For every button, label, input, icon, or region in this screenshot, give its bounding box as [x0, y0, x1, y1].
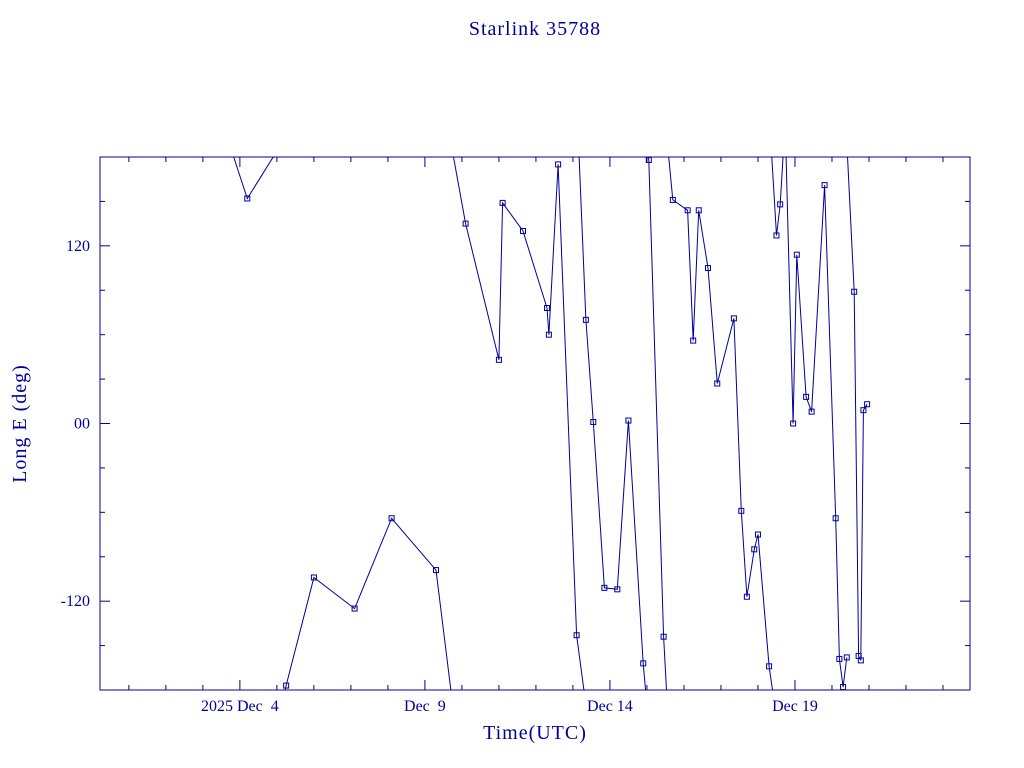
data-point-marker [690, 337, 697, 344]
data-point-marker [283, 682, 290, 689]
data-point-marker [601, 584, 608, 591]
data-point-marker [351, 605, 358, 612]
data-point-marker [766, 663, 773, 670]
data-point-marker [310, 574, 317, 581]
data-series-line [284, 517, 452, 690]
data-point-marker [836, 655, 843, 662]
data-series-line [452, 157, 585, 690]
data-point-marker [590, 419, 597, 426]
data-point-marker [388, 515, 395, 522]
data-point-marker [751, 546, 758, 553]
data-point-marker [545, 331, 552, 338]
data-point-marker [851, 288, 858, 295]
data-point-marker [555, 161, 562, 168]
axes-frame [99, 156, 971, 691]
x-axis-tick-label: Dec 14 [587, 698, 633, 715]
data-point-marker [244, 195, 251, 202]
x-axis-tick-label: Dec 9 [404, 698, 446, 715]
data-point-marker [790, 420, 797, 427]
data-point-marker [793, 251, 800, 258]
data-point-marker [519, 228, 526, 235]
data-point-marker [821, 182, 828, 189]
y-axis-title: Long E (deg) [8, 364, 31, 483]
data-point-marker [714, 380, 721, 387]
data-point-marker [669, 196, 676, 203]
data-point-marker [660, 633, 667, 640]
data-point-marker [864, 401, 871, 408]
data-point-marker [860, 407, 867, 414]
data-point-marker [832, 515, 839, 522]
data-series-line [847, 157, 868, 661]
data-point-marker [857, 657, 864, 664]
data-point-marker [777, 201, 784, 208]
data-series-line [233, 157, 274, 200]
data-point-marker [754, 531, 761, 538]
data-point-marker [640, 660, 647, 667]
data-point-marker [743, 593, 750, 600]
data-point-marker [705, 265, 712, 272]
data-point-marker [738, 507, 745, 514]
data-point-marker [462, 220, 469, 227]
data-point-marker [684, 207, 691, 214]
y-axis-tick-label: 00 [74, 416, 90, 433]
data-series-line [785, 157, 848, 688]
y-axis-tick-label: 120 [66, 238, 90, 255]
x-axis-tick-label: 2025 Dec 4 [201, 698, 279, 715]
data-point-marker [625, 417, 632, 424]
data-point-marker [840, 684, 847, 690]
data-point-marker [695, 207, 702, 214]
data-point-marker [730, 315, 737, 322]
data-point-marker [544, 305, 551, 312]
data-point-marker [808, 408, 815, 415]
data-point-marker [614, 586, 621, 593]
data-point-marker [499, 199, 506, 206]
data-point-marker [495, 356, 502, 363]
data-series-line [647, 157, 667, 690]
data-point-marker [645, 157, 652, 163]
y-axis-title-wrap: Long E (deg) [0, 157, 40, 690]
data-point-marker [582, 316, 589, 323]
x-axis-tick-label: Dec 19 [772, 698, 818, 715]
data-point-marker [803, 393, 810, 400]
chart-title: Starlink 35788 [468, 18, 602, 40]
data-series-line [771, 157, 784, 236]
data-point-marker [573, 632, 580, 639]
data-point-marker [773, 232, 780, 239]
y-axis-tick-label: -120 [61, 593, 90, 610]
data-series-line [578, 157, 647, 690]
data-point-marker [433, 567, 440, 574]
data-point-marker [843, 654, 850, 661]
data-series-line [668, 157, 773, 690]
x-axis-title: Time(UTC) [483, 722, 587, 744]
